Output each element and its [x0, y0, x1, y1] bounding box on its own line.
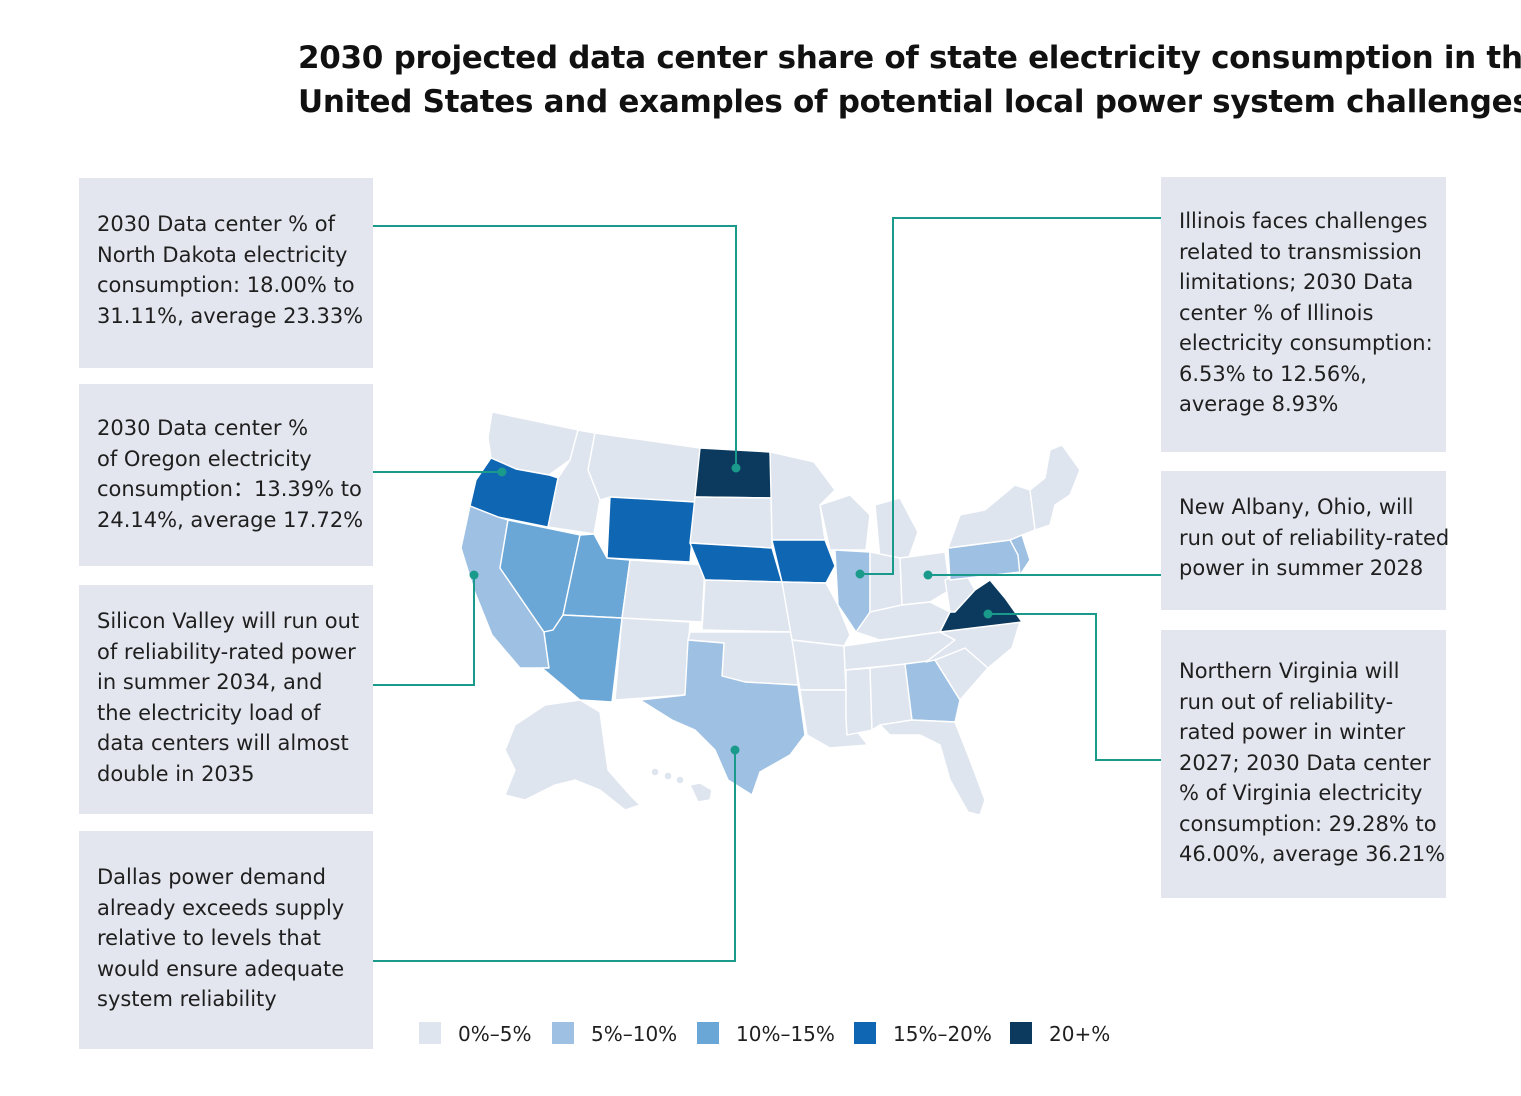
state-az — [541, 614, 623, 703]
title-line-2: United States and examples of potential … — [298, 84, 1521, 120]
connector-dot — [923, 570, 933, 580]
callout-line: consumption: 29.28% to — [1179, 811, 1437, 836]
state-ne-states — [1029, 444, 1081, 531]
state-hi-island — [675, 775, 685, 785]
connector-illinois — [860, 217, 1168, 575]
callout-oregon: 2030 Data center % of Oregon electricity… — [79, 384, 373, 566]
connector-dot — [855, 569, 865, 579]
state-mi — [874, 497, 919, 561]
callout-line: Dallas power demand — [97, 865, 326, 889]
callout-line: % of Virginia electricity — [1179, 781, 1423, 805]
connector-dallas — [368, 750, 736, 962]
callout-line: 24.14%, average 17.72% — [97, 507, 364, 532]
state-nc — [925, 621, 1021, 669]
callout-ohio: New Albany, Ohio, will run out of reliab… — [1161, 471, 1450, 610]
connector-dot — [731, 463, 741, 473]
callout-north-dakota: 2030 Data center % of North Dakota elect… — [79, 178, 373, 368]
legend-swatch — [1010, 1022, 1032, 1044]
legend-swatch — [419, 1022, 441, 1044]
callout-line: of Oregon electricity — [97, 446, 312, 471]
callout-silicon-valley: Silicon Valley will run out of reliabili… — [79, 585, 373, 814]
legend-label: 0%–5% — [458, 1022, 532, 1046]
connector-virginia — [988, 613, 1168, 761]
callout-line: Silicon Valley will run out — [97, 609, 360, 633]
connector-silicon-valley — [368, 575, 475, 686]
callout-dallas: Dallas power demand already exceeds supp… — [79, 831, 373, 1049]
callout-line: double in 2035 — [97, 761, 255, 786]
legend-label: 15%–20% — [893, 1022, 992, 1046]
state-va — [939, 579, 1023, 633]
state-wy — [606, 496, 696, 563]
callout-line: power in summer 2028 — [1179, 556, 1424, 580]
state-ne — [689, 542, 783, 583]
state-ak — [504, 699, 641, 811]
callout-line: consumption：13.39% to — [97, 477, 362, 501]
callout-line: rated power in winter — [1179, 720, 1406, 744]
connector-dot — [730, 745, 740, 755]
state-ia — [771, 539, 836, 584]
callout-virginia: Northern Virginia will run out of reliab… — [1161, 630, 1446, 898]
chart-title: 2030 projected data center share of stat… — [298, 36, 1521, 124]
callout-line: already exceeds supply — [97, 895, 345, 920]
legend-swatch — [854, 1022, 876, 1044]
state-ar — [791, 639, 847, 691]
state-hi-island — [650, 767, 660, 777]
callout-line: the electricity load of — [97, 700, 321, 725]
callout-line: Northern Virginia will — [1179, 659, 1400, 683]
callout-line: average 8.93% — [1179, 392, 1339, 416]
legend-label: 5%–10% — [591, 1022, 678, 1046]
callout-line: consumption: 18.00% to — [97, 273, 355, 297]
callout-line: North Dakota electricity — [97, 242, 348, 267]
legend-label: 20+% — [1049, 1022, 1111, 1046]
callout-line: 2030 Data center % of — [97, 212, 336, 236]
state-nd — [694, 447, 773, 499]
legend-swatch — [697, 1022, 719, 1044]
connector-dot — [983, 609, 993, 619]
callout-line: center % of Illinois — [1179, 300, 1374, 325]
callout-line: would ensure adequate — [97, 956, 345, 981]
connector-dot — [497, 467, 507, 477]
connector-dot — [469, 570, 479, 580]
callout-line: of reliability-rated power — [97, 639, 356, 664]
state-tx — [639, 639, 806, 796]
state-ks — [701, 579, 793, 633]
callout-line: 6.53% to 12.56%, — [1179, 361, 1367, 386]
callout-illinois: Illinois faces challenges related to tra… — [1161, 177, 1446, 452]
connector-north-dakota — [364, 225, 737, 468]
title-line-1: 2030 projected data center share of stat… — [298, 40, 1521, 76]
state-in — [869, 551, 903, 613]
legend-label: 10%–15% — [736, 1022, 835, 1046]
state-ms — [845, 667, 873, 736]
callout-line: system reliability — [97, 987, 277, 1011]
state-co — [621, 559, 706, 623]
callout-line: 2030 Data center % — [97, 416, 309, 440]
callout-line: electricity consumption: — [1179, 331, 1433, 355]
state-hi — [689, 782, 713, 803]
callout-line: Illinois faces challenges — [1179, 209, 1428, 233]
state-fl — [879, 719, 986, 816]
callout-line: run out of reliability-rated — [1179, 525, 1450, 550]
state-nm — [614, 617, 691, 701]
state-mt — [587, 432, 701, 503]
legend-swatch — [552, 1022, 574, 1044]
callout-line: data centers will almost — [97, 731, 349, 755]
callout-line: 2027; 2030 Data center — [1179, 750, 1431, 775]
state-oh — [899, 551, 951, 606]
state-hi-island — [663, 771, 673, 781]
callout-line: limitations; 2030 Data — [1179, 270, 1414, 294]
callout-line: run out of reliability- — [1179, 689, 1394, 714]
callout-line: 31.11%, average 23.33% — [97, 303, 364, 328]
state-sd — [689, 496, 773, 549]
callout-line: related to transmission — [1179, 239, 1422, 264]
callout-line: relative to levels that — [97, 926, 321, 950]
callout-line: New Albany, Ohio, will — [1179, 495, 1414, 519]
state-wi — [819, 494, 871, 551]
callout-line: 46.00%, average 36.21% — [1179, 842, 1446, 866]
callout-line: in summer 2034, and — [97, 670, 323, 694]
